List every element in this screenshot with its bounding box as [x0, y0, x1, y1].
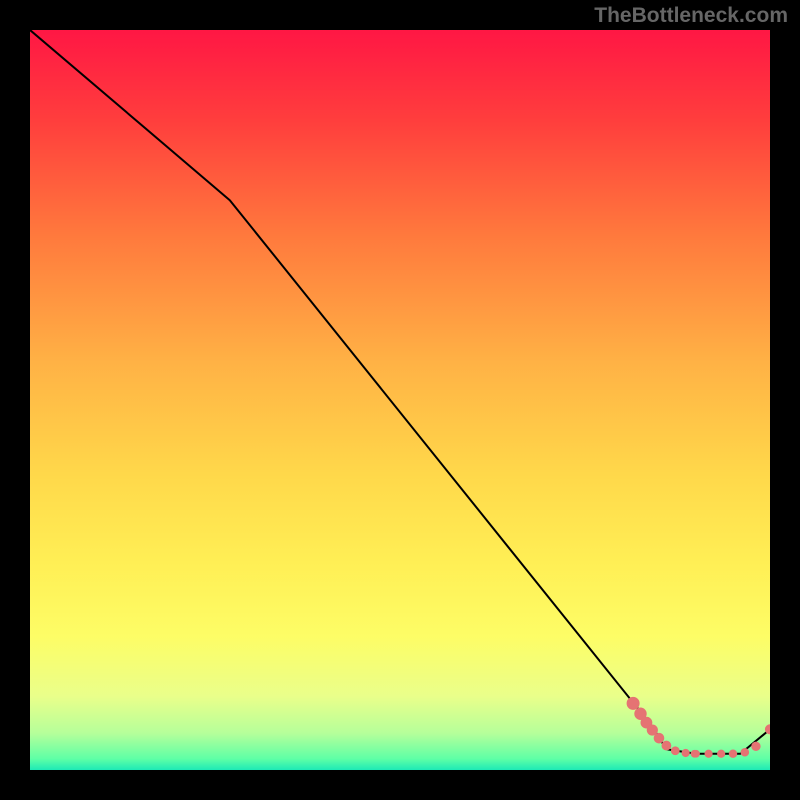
data-marker: [647, 725, 657, 735]
chart-container: TheBottleneck.com: [0, 0, 800, 800]
chart-svg: [30, 30, 770, 770]
data-marker: [741, 748, 749, 756]
data-marker: [718, 750, 725, 757]
data-marker: [662, 741, 671, 750]
data-marker: [752, 742, 760, 750]
plot-area: [30, 30, 770, 770]
chart-background: [30, 30, 770, 770]
data-marker: [627, 697, 639, 709]
data-marker: [671, 747, 679, 755]
data-marker: [705, 750, 712, 757]
attribution-label: TheBottleneck.com: [594, 4, 788, 28]
data-marker: [682, 749, 689, 756]
data-marker: [765, 725, 770, 734]
data-marker: [693, 750, 700, 757]
data-marker: [729, 750, 736, 757]
data-marker: [654, 733, 664, 743]
